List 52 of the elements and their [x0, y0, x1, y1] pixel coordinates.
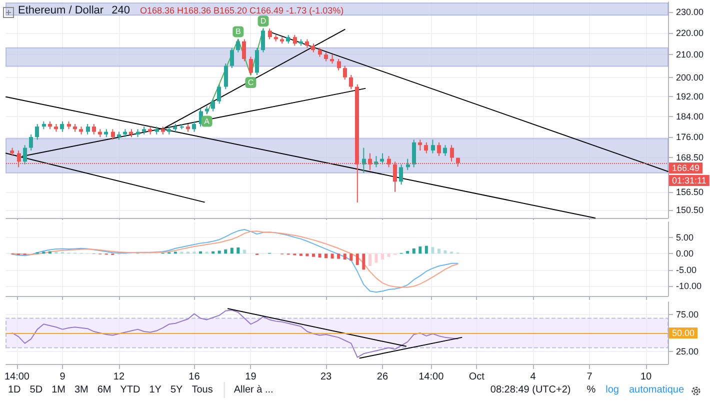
- y-tick-label: -10.00: [676, 281, 702, 292]
- text: Tous: [192, 384, 213, 396]
- x-tick-label: 12: [113, 372, 125, 382]
- text: 1Y: [149, 384, 162, 396]
- x-tick-label: 7: [586, 372, 593, 382]
- y-tick-label: 0.00: [676, 248, 694, 259]
- y-tick-label: 210.00: [676, 50, 704, 60]
- x-tick-label: 4: [530, 372, 536, 382]
- x-tick-label: 16: [188, 372, 200, 382]
- text: YTD: [120, 384, 140, 396]
- x-tick-label: 23: [320, 372, 332, 382]
- x-tick-label: Oct: [468, 372, 485, 382]
- annotation: O168.36 H168.36 B165.20 C166.49 -1.73 (-1.03%): [140, 6, 344, 16]
- text: %: [586, 384, 596, 396]
- text: 6M: [97, 384, 112, 396]
- annotation: D: [260, 16, 266, 26]
- ref-line-label: 166.49: [672, 163, 700, 174]
- text: 3M: [74, 384, 88, 396]
- text: 1M: [52, 384, 66, 396]
- text: 5D: [30, 384, 43, 396]
- x-tick-label: 19: [245, 372, 257, 382]
- x-tick-label: 9: [60, 372, 66, 382]
- y-tick-label: 192.00: [676, 91, 704, 102]
- annotation: C: [248, 78, 254, 88]
- y-tick-label: 168.50: [676, 152, 704, 162]
- x-tick-label: 10: [640, 372, 652, 382]
- y-tick-label: -5.00: [676, 264, 697, 275]
- text: 1D: [8, 384, 21, 396]
- text: 08:28:49 (UTC+2): [490, 384, 571, 396]
- y-tick-label: 156.50: [676, 186, 704, 197]
- y-tick-label: 184.00: [676, 111, 704, 122]
- ref-line-label: 50.00: [672, 328, 695, 338]
- x-tick-label: 26: [376, 372, 388, 382]
- y-tick-label: 230.00: [676, 7, 704, 18]
- chart-title: Ethereum / Dollar: [18, 4, 104, 16]
- y-tick-label: 176.00: [676, 132, 704, 142]
- text: 5Y: [170, 384, 184, 396]
- text: Aller à ...: [234, 384, 274, 396]
- text: automatique: [628, 384, 684, 396]
- y-tick-label: 75.00: [676, 310, 699, 320]
- y-tick-label: 5.00: [676, 232, 694, 242]
- y-tick-label: 220.00: [676, 28, 704, 38]
- chart-subtitle: 240: [112, 4, 130, 16]
- y-tick-label: 200.00: [676, 72, 704, 82]
- annotation: B: [236, 27, 241, 36]
- text: 01:31:11: [672, 176, 706, 186]
- x-tick-label: 14:00: [4, 372, 30, 382]
- text: log: [606, 384, 619, 396]
- annotation: A: [204, 116, 210, 126]
- x-tick-label: 14:00: [418, 372, 444, 382]
- y-tick-label: 25.00: [676, 346, 699, 356]
- y-tick-label: 150.50: [676, 205, 704, 216]
